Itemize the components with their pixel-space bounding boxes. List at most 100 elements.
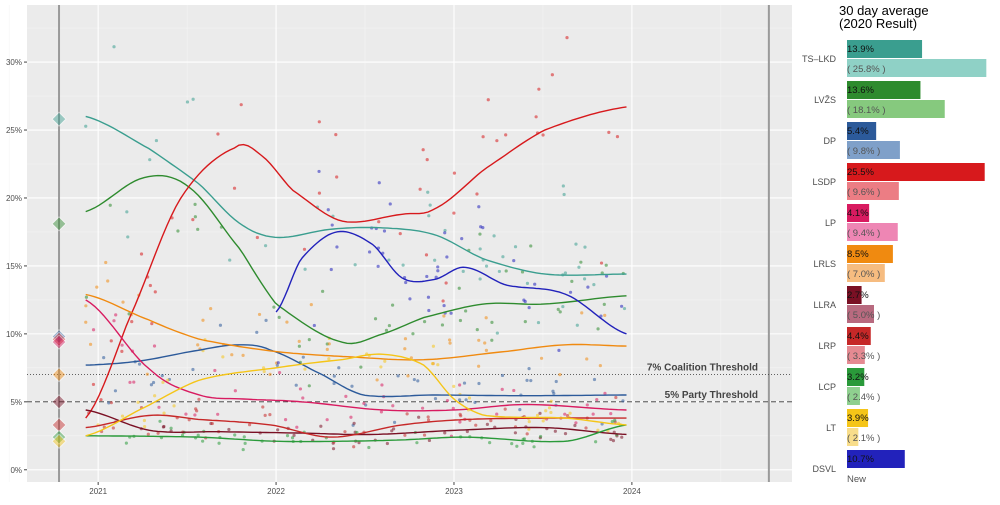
poll-point: [312, 323, 316, 328]
poll-point: [255, 330, 259, 334]
poll-point: [484, 316, 488, 320]
result-2020-bar: [847, 223, 898, 241]
poll-point: [158, 419, 162, 423]
poll-point: [561, 184, 565, 188]
poll-point: [426, 415, 430, 419]
result-2020-bar: [847, 100, 945, 118]
poll-point: [428, 203, 432, 207]
poll-point: [126, 235, 130, 239]
poll-point: [379, 365, 383, 369]
poll-point: [477, 381, 481, 386]
poll-point: [500, 387, 504, 391]
poll-point: [201, 439, 205, 443]
poll-point: [112, 319, 116, 323]
current-average-label: 8.5%: [847, 249, 869, 260]
poll-point: [319, 424, 323, 428]
poll-point: [146, 432, 150, 436]
current-average-label: 3.9%: [847, 413, 869, 424]
poll-point: [536, 320, 541, 325]
poll-point: [210, 421, 214, 426]
poll-point: [120, 349, 124, 353]
poll-point: [317, 191, 322, 195]
poll-point: [209, 307, 213, 311]
poll-point: [554, 379, 558, 384]
poll-point: [350, 384, 354, 388]
poll-point: [295, 425, 299, 429]
poll-point: [583, 245, 587, 249]
poll-point: [398, 232, 402, 236]
poll-point: [444, 281, 448, 285]
poll-point: [243, 441, 247, 445]
poll-point: [458, 420, 462, 424]
poll-point: [622, 306, 627, 311]
poll-point: [518, 408, 522, 412]
threshold-label: 7% Coalition Threshold: [647, 363, 758, 374]
poll-point: [301, 396, 305, 400]
poll-point: [427, 438, 432, 443]
y-tick-label: 30%: [6, 58, 22, 67]
poll-point: [549, 399, 553, 403]
poll-point: [464, 309, 468, 313]
trend-line-DP: [85, 344, 627, 398]
poll-point: [427, 308, 431, 313]
poll-point: [166, 378, 170, 382]
poll-point: [609, 411, 613, 416]
poll-point: [620, 304, 624, 308]
poll-point: [148, 283, 152, 288]
poll-point: [550, 73, 554, 77]
poll-point: [599, 314, 603, 318]
poll-point: [330, 223, 334, 227]
average-bar-panel: 30 day average (2020 Result) TS–LKD 13.9%…: [802, 3, 987, 485]
current-average-label: 4.1%: [847, 208, 869, 219]
poll-point: [277, 370, 282, 375]
party-label: LRLS: [813, 259, 836, 269]
poll-point: [264, 318, 268, 323]
poll-point: [586, 285, 590, 289]
poll-point: [108, 203, 112, 207]
poll-point: [392, 427, 396, 431]
poll-point: [592, 283, 596, 287]
poll-point: [193, 413, 197, 417]
y-tick-label: 10%: [6, 330, 22, 339]
election-result-diamond: [51, 394, 67, 410]
poll-point: [128, 380, 132, 384]
result-2020-bar: [847, 346, 865, 364]
poll-point: [201, 318, 205, 322]
result-2020-label: ( 25.8% ): [847, 64, 886, 75]
poll-point: [458, 383, 462, 387]
poll-point: [525, 432, 529, 436]
poll-point: [359, 365, 363, 369]
poll-point: [377, 220, 381, 224]
trend-plot: 0% 5% 10% 15% 20% 25% 30% 2021 2022 2023 2024 7% Co…: [6, 5, 792, 496]
poll-point: [584, 426, 588, 430]
trend-line-DSVL: [275, 230, 627, 335]
poll-point: [418, 187, 422, 191]
poll-point: [442, 314, 446, 318]
poll-point: [84, 295, 89, 299]
poll-point: [549, 410, 553, 415]
current-average-label: 4.4%: [847, 331, 869, 342]
poll-point: [232, 186, 237, 190]
poll-point: [426, 190, 430, 194]
poll-point: [142, 418, 147, 423]
poll-point: [196, 433, 200, 437]
trend-line-LCP: [85, 424, 627, 443]
poll-point: [522, 437, 527, 441]
poll-point: [157, 405, 161, 409]
poll-point: [344, 394, 348, 398]
result-2020-bar: [847, 59, 987, 77]
poll-point: [396, 374, 400, 378]
poll-point: [478, 277, 482, 281]
poll-point: [458, 318, 463, 323]
poll-point: [436, 269, 440, 273]
poll-point: [529, 379, 533, 383]
y-tick-label: 0%: [10, 466, 22, 475]
result-2020-bar: [847, 141, 900, 159]
poll-point: [84, 320, 88, 324]
current-average-label: 13.9%: [847, 44, 874, 55]
poll-point: [262, 369, 266, 374]
poll-point: [521, 441, 525, 446]
poll-point: [579, 260, 583, 264]
poll-point: [285, 434, 290, 438]
election-result-diamond: [51, 216, 67, 232]
